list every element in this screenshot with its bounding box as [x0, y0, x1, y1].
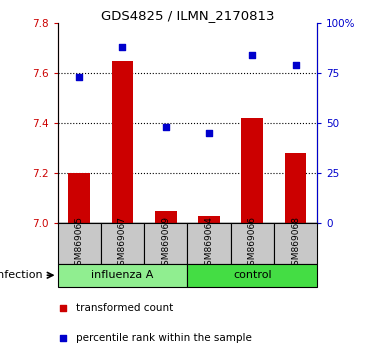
Bar [285, 153, 306, 223]
Bar [231, 223, 274, 264]
Point [293, 62, 299, 68]
Bar [144, 223, 187, 264]
Title: GDS4825 / ILMN_2170813: GDS4825 / ILMN_2170813 [101, 9, 274, 22]
Bar [68, 173, 90, 223]
Text: influenza A: influenza A [91, 270, 154, 280]
Bar [101, 223, 144, 264]
Bar [155, 211, 177, 223]
Text: control: control [233, 270, 272, 280]
Text: GSM869066: GSM869066 [248, 216, 257, 271]
Point [163, 124, 169, 130]
Text: GSM869065: GSM869065 [75, 216, 83, 271]
Text: infection: infection [0, 270, 43, 280]
Text: GSM869067: GSM869067 [118, 216, 127, 271]
Text: GSM869064: GSM869064 [204, 216, 213, 271]
Point [119, 44, 125, 50]
Text: GSM869068: GSM869068 [291, 216, 300, 271]
Bar [187, 223, 231, 264]
Point [206, 130, 212, 136]
Text: transformed count: transformed count [76, 303, 173, 313]
Bar [242, 118, 263, 223]
Bar [58, 223, 101, 264]
Bar [58, 264, 187, 287]
Bar [187, 264, 317, 287]
Bar [198, 216, 220, 223]
Bar [112, 61, 133, 223]
Point [249, 52, 255, 58]
Point [60, 306, 66, 311]
Point [60, 335, 66, 341]
Text: GSM869069: GSM869069 [161, 216, 170, 271]
Point [76, 74, 82, 80]
Bar [274, 223, 317, 264]
Text: percentile rank within the sample: percentile rank within the sample [76, 333, 252, 343]
